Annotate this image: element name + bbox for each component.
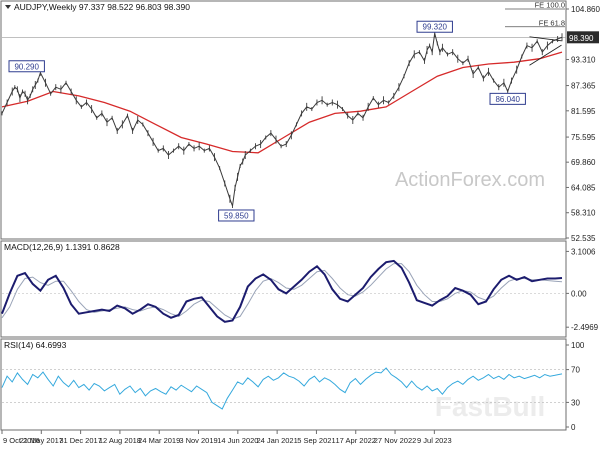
price-annotation-box xyxy=(416,20,453,33)
y-tick-label: 3.1006 xyxy=(571,247,596,256)
y-tick-label: 87.365 xyxy=(571,82,596,91)
price-annotation-box xyxy=(218,209,255,222)
y-tick-label: 58.310 xyxy=(571,209,596,218)
macd-y-axis: 3.1006 0.00 -2.4969 xyxy=(566,247,599,332)
x-tick-label: 9 Jul 2023 xyxy=(417,436,452,445)
x-tick-label: 21 May 2017 xyxy=(20,436,63,445)
rsi-title: RSI(14) 64.6993 xyxy=(4,340,67,350)
macd-title: MACD(12,26,9) 1.1391 0.8628 xyxy=(4,242,120,252)
macd-signal-path xyxy=(1,263,563,320)
y-tick-label: -2.4969 xyxy=(571,323,599,332)
main-title: AUDJPY,Weekly 97.337 98.522 96.803 98.39… xyxy=(14,2,190,12)
y-tick-label: 64.085 xyxy=(571,183,596,192)
watermark-fastbull: FastBull xyxy=(435,391,545,422)
macd-panel-frame xyxy=(0,240,567,338)
moving-average-path xyxy=(1,51,563,154)
price-annotation-box xyxy=(8,60,45,73)
fib-level-label: FE 100.0 xyxy=(535,0,565,9)
last-price-label: 98.390 xyxy=(569,34,594,43)
y-tick-label: 93.310 xyxy=(571,56,596,65)
price-annotation-label: 59.850 xyxy=(224,211,249,220)
y-tick-label: 100 xyxy=(571,341,585,350)
rsi-line xyxy=(1,367,566,410)
x-tick-label: 27 Nov 2022 xyxy=(374,436,417,445)
main-y-axis: 104.860 98.390 93.310 87.365 81.595 75.595 69.… xyxy=(566,5,600,243)
price-annotation-box xyxy=(489,92,526,105)
y-tick-label: 30 xyxy=(571,398,580,407)
x-tick-label: 3 Nov 2019 xyxy=(179,436,217,445)
x-tick-label: 12 Aug 2018 xyxy=(99,436,141,445)
x-tick-label: 31 Dec 2017 xyxy=(59,436,102,445)
y-tick-label: 75.595 xyxy=(571,133,596,142)
fib-level-label: FE 61.8 xyxy=(539,18,565,27)
dropdown-arrow-icon xyxy=(5,5,11,9)
upper-trendline xyxy=(529,36,562,42)
y-tick-label: 0 xyxy=(571,423,576,432)
price-line xyxy=(1,29,563,208)
price-annotation-label: 86.040 xyxy=(495,95,520,104)
x-tick-label: 24 Mar 2019 xyxy=(138,436,180,445)
y-tick-label: 69.860 xyxy=(571,158,596,167)
macd-lines xyxy=(1,259,566,323)
x-tick-label: 14 Jun 2020 xyxy=(217,436,258,445)
fibonacci-levels: FE 100.0 FE 61.8 xyxy=(505,0,565,27)
y-tick-label: 70 xyxy=(571,366,580,375)
y-tick-label: 81.595 xyxy=(571,107,596,116)
moving-average-line xyxy=(1,51,563,154)
price-annotation-label: 90.290 xyxy=(14,62,39,71)
last-price-box xyxy=(567,31,599,44)
price-annotations: 90.290 59.850 99.320 86.040 xyxy=(8,20,526,222)
lower-trendline xyxy=(529,44,562,66)
watermark-actionforex: ActionForex.com xyxy=(395,169,545,191)
x-tick-label: 24 Jan 2021 xyxy=(256,436,297,445)
y-tick-label: 0.00 xyxy=(571,289,587,298)
triangle-trendlines xyxy=(529,36,562,66)
x-tick-label: 17 Apr 2022 xyxy=(336,436,376,445)
y-tick-label: 104.860 xyxy=(571,5,600,14)
x-tick-label: 9 Oct 2016 xyxy=(3,436,40,445)
macd-main-path xyxy=(1,259,563,323)
rsi-path xyxy=(1,367,563,410)
x-tick-label: 5 Sep 2021 xyxy=(297,436,335,445)
main-panel-frame xyxy=(0,0,567,240)
price-annotation-label: 99.320 xyxy=(423,23,448,32)
main-title-group: AUDJPY,Weekly 97.337 98.522 96.803 98.39… xyxy=(5,2,190,12)
rsi-y-axis: 100 70 30 0 xyxy=(566,341,585,432)
y-tick-label: 52.535 xyxy=(571,234,596,243)
